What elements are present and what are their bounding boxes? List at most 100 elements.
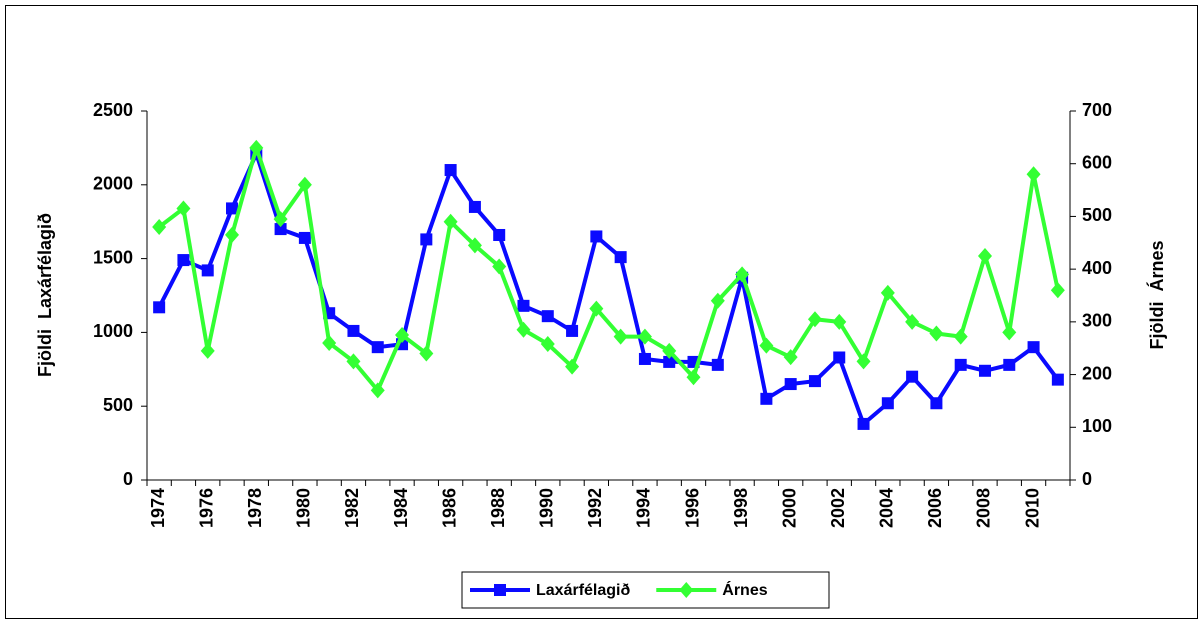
data-point: [930, 397, 943, 410]
data-point: [225, 226, 240, 243]
data-point: [784, 378, 797, 391]
data-point: [590, 230, 603, 243]
data-point: [663, 355, 676, 368]
data-point: [540, 335, 555, 352]
data-point: [273, 211, 288, 228]
y-tick-label: 500: [103, 395, 133, 415]
data-point: [1050, 282, 1065, 299]
y2-tick-label: 400: [1082, 258, 1112, 278]
data-point: [541, 310, 554, 323]
x-tick-label: 1998: [731, 488, 751, 528]
y-tick-label: 1500: [93, 247, 133, 267]
y-tick-label: 1000: [93, 321, 133, 341]
y2-axis-title: Fjöldi Árnes: [1146, 240, 1167, 349]
data-point: [760, 392, 773, 405]
x-tick-label: 1994: [634, 488, 654, 528]
data-point: [494, 584, 506, 596]
data-point: [953, 328, 968, 345]
data-point: [226, 202, 239, 215]
legend-label: Árnes: [722, 580, 767, 599]
data-point: [637, 328, 652, 345]
y2-tick-label: 300: [1082, 311, 1112, 331]
x-tick-label: 2004: [877, 488, 897, 528]
y2-tick-label: 700: [1082, 100, 1112, 120]
data-point: [249, 139, 264, 156]
data-point: [420, 233, 433, 246]
y-tick-label: 2000: [93, 174, 133, 194]
data-point: [833, 351, 846, 364]
data-point: [613, 328, 628, 345]
x-tick-label: 1978: [245, 488, 265, 528]
data-point: [517, 299, 530, 312]
data-point: [783, 349, 798, 366]
data-point: [638, 352, 651, 365]
x-tick-label: 1984: [391, 488, 411, 528]
x-tick-label: 1988: [488, 488, 508, 528]
data-point: [565, 358, 580, 375]
data-point: [322, 334, 337, 351]
data-point: [905, 313, 920, 330]
data-point: [710, 292, 725, 309]
y2-tick-label: 600: [1082, 152, 1112, 172]
data-point: [662, 342, 677, 359]
data-point: [468, 200, 481, 213]
data-point: [880, 284, 895, 301]
x-tick-label: 1974: [148, 488, 168, 528]
x-tick-label: 1982: [342, 488, 362, 528]
data-point: [686, 369, 701, 386]
data-point: [516, 321, 531, 338]
y-tick-label: 2500: [93, 100, 133, 120]
data-point: [807, 311, 822, 328]
data-point: [808, 375, 821, 388]
data-point: [347, 324, 360, 337]
data-point: [419, 345, 434, 362]
x-tick-label: 1980: [294, 488, 314, 528]
x-tick-label: 1992: [585, 488, 605, 528]
data-point: [857, 417, 870, 430]
y2-tick-label: 500: [1082, 205, 1112, 225]
y2-tick-label: 100: [1082, 416, 1112, 436]
data-point: [832, 313, 847, 330]
data-point: [614, 251, 627, 264]
y2-tick-label: 200: [1082, 363, 1112, 383]
data-point: [589, 300, 604, 317]
data-point: [444, 164, 457, 177]
data-point: [1002, 324, 1017, 341]
data-point: [735, 266, 750, 283]
legend-label: Laxárfélagið: [536, 582, 630, 599]
data-point: [274, 223, 287, 236]
data-point: [200, 342, 215, 359]
x-tick-label: 1996: [682, 488, 702, 528]
data-point: [906, 370, 919, 383]
data-point: [977, 247, 992, 264]
data-point: [679, 582, 694, 598]
x-tick-label: 2002: [828, 488, 848, 528]
data-point: [929, 325, 944, 342]
x-tick-label: 1990: [537, 488, 557, 528]
data-point: [856, 353, 871, 370]
x-tick-label: 1976: [196, 488, 216, 528]
data-point: [371, 341, 384, 354]
y-axis-title: Fjöldi Laxárfélagið: [35, 213, 55, 377]
data-point: [492, 258, 507, 275]
data-point: [1027, 341, 1040, 354]
data-point: [467, 237, 482, 254]
data-point: [711, 358, 724, 371]
data-point: [298, 231, 311, 244]
data-point: [395, 327, 410, 344]
data-point: [443, 213, 458, 230]
data-point: [176, 200, 191, 217]
y-tick-label: 0: [123, 469, 133, 489]
x-tick-label: 1986: [439, 488, 459, 528]
x-tick-label: 2008: [974, 488, 994, 528]
data-point: [201, 264, 214, 277]
data-point: [1051, 373, 1064, 386]
data-point: [1026, 166, 1041, 183]
series-line: [157, 145, 1060, 393]
data-point: [370, 382, 385, 399]
data-point: [759, 337, 774, 354]
x-tick-label: 2000: [779, 488, 799, 528]
data-point: [346, 353, 361, 370]
data-point: [177, 254, 190, 267]
